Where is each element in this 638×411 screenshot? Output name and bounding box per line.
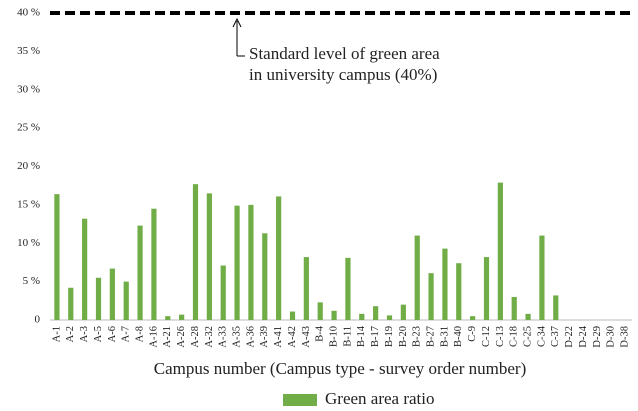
y-tick-label: 25 % — [17, 122, 40, 134]
bar — [220, 265, 226, 320]
bar — [234, 205, 240, 320]
x-tick-label: A-26 — [176, 326, 187, 348]
x-tick-label: A-28 — [190, 326, 201, 348]
x-tick-label: A-2 — [65, 326, 76, 342]
y-tick-label: 15 % — [17, 198, 40, 210]
y-tick-label: 5 % — [23, 275, 40, 287]
bar — [483, 257, 490, 320]
y-tick-label: 10 % — [17, 237, 40, 249]
legend-label: Green area ratio — [325, 389, 434, 408]
annotation-arrowhead — [232, 17, 242, 28]
bar — [525, 313, 531, 320]
x-tick-label: A-8 — [134, 326, 145, 342]
x-tick-label: B-27 — [425, 326, 436, 347]
x-tick-label: A-35 — [231, 326, 242, 348]
x-tick-label: C-13 — [495, 326, 506, 347]
bar — [428, 273, 434, 320]
bar — [373, 306, 379, 320]
x-tick-label: A-43 — [301, 326, 312, 348]
x-tick-label: C-9 — [467, 326, 478, 342]
bar — [511, 296, 517, 320]
bar — [151, 208, 157, 320]
x-tick-label: A-5 — [93, 326, 104, 342]
y-tick-label: 20 % — [17, 160, 40, 172]
bar — [165, 316, 171, 320]
bar — [68, 287, 74, 320]
x-tick-label: A-6 — [107, 326, 118, 342]
bar — [109, 268, 115, 320]
x-tick-label: A-7 — [121, 326, 132, 342]
bar — [123, 281, 129, 320]
bar — [137, 225, 143, 320]
x-tick-label: B-31 — [439, 326, 450, 347]
bar — [82, 218, 88, 320]
x-tick-label: A-1 — [51, 326, 62, 342]
bar — [303, 257, 309, 320]
bar — [414, 235, 420, 320]
x-tick-label: C-18 — [509, 326, 520, 347]
bar — [248, 204, 254, 320]
bar — [206, 193, 212, 320]
x-tick-label: B-23 — [412, 326, 423, 347]
y-tick-label: 0 — [35, 314, 41, 326]
x-axis-title: Campus number (Campus type - survey orde… — [154, 359, 527, 378]
x-tick-label: A-32 — [204, 326, 215, 348]
x-tick-label: B-20 — [398, 326, 409, 347]
x-tick-label: A-33 — [218, 326, 229, 348]
legend-swatch — [283, 394, 317, 406]
annotation: in university campus (40%) — [249, 65, 437, 84]
x-tick-label: C-25 — [522, 326, 533, 347]
x-tick-label: D-29 — [592, 326, 603, 348]
x-tick-label: C-12 — [481, 326, 492, 347]
y-tick-label: 30 % — [17, 83, 40, 95]
bar — [470, 316, 476, 320]
y-tick-label: 35 % — [17, 45, 40, 57]
x-tick-label: B-4 — [315, 325, 326, 342]
annotation: Standard level of green area — [249, 44, 440, 63]
bar — [456, 263, 462, 320]
bar — [539, 235, 545, 320]
x-tick-label: B-11 — [342, 326, 353, 347]
bar — [179, 314, 185, 320]
bar — [95, 277, 102, 320]
x-tick-label: A-3 — [79, 326, 90, 342]
bar — [497, 182, 503, 320]
bar — [400, 304, 406, 320]
x-tick-label: D-24 — [578, 325, 589, 347]
bar — [345, 257, 351, 320]
x-tick-label: A-39 — [259, 326, 270, 348]
bar — [442, 248, 448, 320]
bar — [262, 233, 268, 320]
bar — [276, 196, 282, 320]
bar — [386, 315, 393, 320]
x-tick-label: B-40 — [453, 326, 464, 347]
x-tick-label: D-38 — [619, 326, 630, 348]
bar — [359, 313, 365, 320]
bar — [54, 194, 60, 320]
bar — [317, 302, 323, 320]
x-tick-label: B-17 — [370, 326, 381, 347]
x-tick-label: A-42 — [287, 326, 298, 348]
x-tick-label: B-19 — [384, 326, 395, 347]
bar — [331, 310, 337, 320]
x-tick-label: C-34 — [536, 325, 547, 347]
bar — [289, 311, 296, 320]
bar — [553, 295, 559, 320]
x-tick-label: B-10 — [328, 326, 339, 347]
x-tick-label: D-22 — [564, 326, 575, 348]
x-tick-label: B-14 — [356, 325, 367, 347]
x-tick-label: A-41 — [273, 326, 284, 348]
x-tick-label: A-36 — [245, 326, 256, 348]
bar — [192, 184, 199, 320]
x-tick-label: A-21 — [162, 326, 173, 348]
y-tick-label: 40 % — [17, 7, 40, 19]
x-tick-label: D-30 — [606, 326, 617, 348]
x-tick-label: C-37 — [550, 326, 561, 347]
x-tick-label: A-16 — [148, 326, 159, 348]
